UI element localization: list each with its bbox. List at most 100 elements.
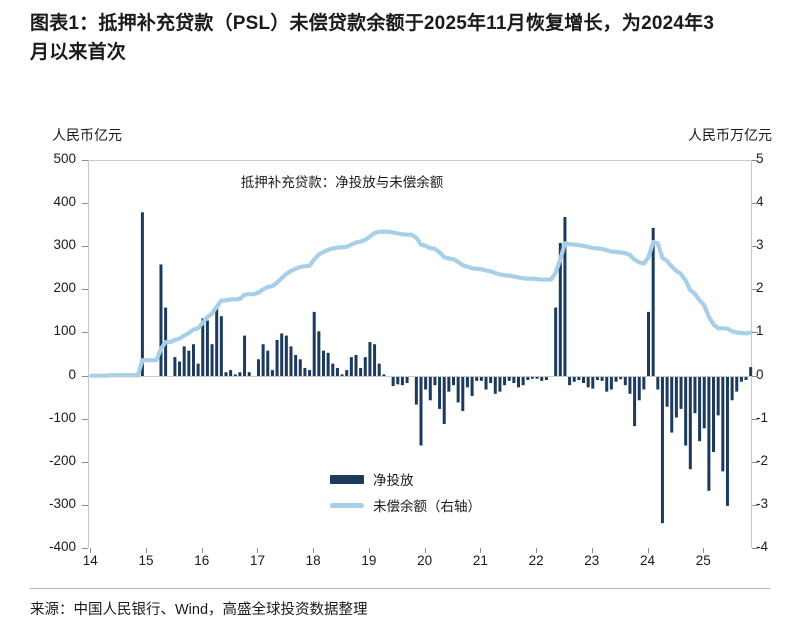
left-axis-unit-label: 人民币亿元 <box>52 127 122 143</box>
bar <box>187 350 191 377</box>
x-axis-tick-label: 16 <box>194 553 210 568</box>
bar <box>698 376 702 442</box>
x-axis-tick-label: 25 <box>695 553 711 568</box>
bar <box>317 331 321 377</box>
bar <box>396 376 400 385</box>
x-axis-tick-label: 23 <box>584 553 600 568</box>
bar <box>428 376 432 401</box>
bar <box>665 376 669 407</box>
bar <box>498 376 502 392</box>
bar <box>712 376 716 452</box>
page-title: 图表1：抵押补充贷款（PSL）未偿贷款余额于2025年11月恢复增长，为2024… <box>30 13 715 63</box>
left-axis-tick-label: -300 <box>48 495 76 511</box>
x-axis-tick-label: 14 <box>82 553 98 568</box>
bar <box>377 363 381 377</box>
legend-item-outstanding-balance: 未偿余额（右轴） <box>330 492 481 518</box>
bar <box>470 376 474 396</box>
x-axis-tick-label: 22 <box>528 553 544 568</box>
bar <box>261 344 265 377</box>
right-axis-tick-label: 1 <box>756 323 764 339</box>
axis-tick-mark <box>82 203 88 204</box>
bar <box>266 350 270 377</box>
right-axis-tick-label: -3 <box>756 495 769 511</box>
right-axis-tick-label: 4 <box>756 194 764 210</box>
axis-tick-mark <box>752 505 758 506</box>
axis-tick-mark <box>82 246 88 247</box>
left-axis-tick-label: 500 <box>53 151 76 166</box>
bar <box>224 372 228 377</box>
axis-tick-mark <box>752 289 758 290</box>
bar <box>349 357 353 377</box>
axis-tick-mark <box>648 548 649 553</box>
axis-tick-mark <box>425 548 426 553</box>
bar <box>270 370 274 377</box>
bar <box>568 376 572 386</box>
bar <box>484 376 488 390</box>
bar <box>577 376 581 381</box>
bar <box>489 376 493 384</box>
bar <box>447 376 451 392</box>
bar <box>303 367 307 377</box>
bar <box>507 376 511 381</box>
axis-tick-mark <box>536 548 537 553</box>
axis-tick-mark <box>202 548 203 553</box>
bar <box>716 376 720 416</box>
axis-tick-mark <box>82 289 88 290</box>
left-axis-tick-label: -400 <box>48 539 76 554</box>
axis-tick-mark <box>369 548 370 553</box>
bar <box>688 376 692 470</box>
axis-tick-mark <box>752 462 758 463</box>
bar <box>275 339 279 377</box>
bar <box>670 376 674 433</box>
axis-tick-mark <box>592 548 593 553</box>
bar <box>140 212 144 377</box>
bar <box>633 376 637 427</box>
bar <box>651 227 655 377</box>
right-axis-tick-label: 0 <box>756 366 764 382</box>
right-axis-tick-label: 2 <box>756 280 764 296</box>
bar <box>707 376 711 491</box>
axis-tick-mark <box>752 548 758 549</box>
bar <box>656 376 660 390</box>
axis-tick-mark <box>703 548 704 553</box>
bar <box>238 372 242 377</box>
bar <box>600 376 604 381</box>
axis-tick-mark <box>82 548 88 549</box>
net-issuance-bars <box>140 212 753 524</box>
bar <box>289 346 293 377</box>
axis-tick-mark <box>313 548 314 553</box>
bar <box>331 363 335 377</box>
left-axis-tick-label: 300 <box>53 237 76 253</box>
bar <box>465 376 469 388</box>
axis-tick-mark <box>752 332 758 333</box>
bar <box>684 376 688 446</box>
left-axis-tick-label: 0 <box>68 366 76 382</box>
x-axis-tick-label: 15 <box>138 553 154 568</box>
bar <box>693 376 697 414</box>
bar <box>554 307 558 377</box>
bar <box>247 372 251 377</box>
bar <box>591 376 595 389</box>
bar <box>391 376 395 387</box>
x-axis-tick-label: 20 <box>417 553 433 568</box>
axis-tick-mark <box>257 548 258 553</box>
bar <box>438 376 442 409</box>
bar <box>298 359 302 377</box>
bar <box>442 376 446 424</box>
bar <box>730 376 734 401</box>
bar <box>619 376 623 380</box>
bar <box>182 346 186 377</box>
bar <box>205 320 209 377</box>
bar <box>210 344 214 377</box>
left-axis-tick-label: -100 <box>48 409 76 425</box>
axis-tick-mark <box>82 376 88 377</box>
source-note: 来源：中国人民银行、Wind，高盛全球投资数据整理 <box>30 602 368 618</box>
bar <box>674 376 678 418</box>
axis-tick-mark <box>82 505 88 506</box>
x-axis-tick-label: 19 <box>361 553 377 568</box>
bar <box>229 370 233 377</box>
legend-label-net-issuance: 净投放 <box>373 473 414 488</box>
legend-swatch-bar <box>330 474 364 484</box>
bar <box>382 374 386 377</box>
bar <box>660 376 664 524</box>
